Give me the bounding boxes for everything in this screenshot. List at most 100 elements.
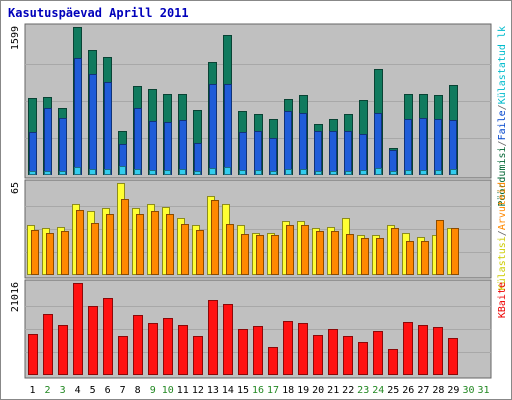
bar-arvuteid: [391, 228, 399, 275]
bar-k-lastatud-lk: [29, 171, 36, 175]
bar-arvuteid: [256, 235, 264, 275]
bar-kbaite: [283, 321, 293, 375]
bar-faile: [164, 122, 172, 175]
bar-kbaite: [403, 322, 413, 375]
bar-k-lastatud-lk: [44, 171, 51, 175]
x-tick-label: 22: [342, 385, 354, 396]
x-tick-label: 21: [327, 385, 339, 396]
x-tick-label: 6: [105, 385, 111, 396]
legend-label-part: Faile: [497, 110, 508, 140]
x-tick-label: 2: [44, 385, 50, 396]
bar-faile: [419, 118, 427, 175]
bar-faile: [134, 108, 142, 175]
bar-kbaite: [268, 347, 278, 375]
bar-arvuteid: [91, 223, 99, 275]
x-tick-label: 19: [297, 385, 309, 396]
bar-arvuteid: [121, 199, 129, 275]
bar-faile: [434, 119, 442, 175]
bar-kbaite: [298, 323, 308, 375]
bar-k-lastatud-lk: [89, 169, 96, 175]
x-tick-label: 25: [387, 385, 399, 396]
bar-arvuteid: [376, 238, 384, 275]
bar-k-lastatud-lk: [450, 169, 457, 175]
legend-label-part: Pöördumisi: [497, 146, 508, 206]
bar-k-lastatud-lk: [390, 171, 397, 175]
bar-kbaite: [223, 304, 233, 375]
bar-arvuteid: [361, 238, 369, 275]
bar-arvuteid: [301, 225, 309, 275]
bar-arvuteid: [211, 200, 219, 275]
x-tick-label: 29: [447, 385, 459, 396]
x-tick-label: 18: [282, 385, 294, 396]
bar-faile: [344, 131, 352, 175]
bar-k-lastatud-lk: [134, 169, 141, 175]
bar-arvuteid: [61, 231, 69, 275]
legend-label-part: Külastatud lk: [497, 26, 508, 104]
x-tick-label: 16: [252, 385, 264, 396]
bar-faile: [224, 84, 232, 175]
bar-k-lastatud-lk: [270, 171, 277, 175]
x-tick-label: 26: [402, 385, 414, 396]
x-tick-label: 17: [267, 385, 279, 396]
bar-kbaite: [343, 336, 353, 375]
bar-k-lastatud-lk: [224, 167, 231, 175]
bar-arvuteid: [316, 231, 324, 275]
x-tick-label: 14: [222, 385, 234, 396]
bar-kbaite: [88, 306, 98, 375]
bar-arvuteid: [271, 235, 279, 275]
bar-k-lastatud-lk: [330, 171, 337, 175]
bar-k-lastatud-lk: [194, 171, 201, 175]
series-legend-label: Pöördumisi/Faile/Külastatud lk: [497, 26, 508, 207]
bar-kbaite: [418, 325, 428, 375]
y-tick-label: 1599: [10, 26, 21, 50]
x-tick-label: 3: [60, 385, 66, 396]
bar-faile: [44, 108, 52, 175]
bar-k-lastatud-lk: [179, 169, 186, 175]
bar-faile: [59, 118, 67, 175]
bar-kbaite: [208, 300, 218, 375]
bar-k-lastatud-lk: [345, 171, 352, 175]
bar-kbaite: [28, 334, 38, 375]
bar-faile: [329, 131, 337, 175]
bar-k-lastatud-lk: [255, 170, 262, 175]
bar-k-lastatud-lk: [405, 170, 412, 175]
legend-label-part: /: [497, 230, 508, 236]
legend-label-part: KBaite: [497, 282, 508, 318]
bar-k-lastatud-lk: [300, 169, 307, 175]
bar-arvuteid: [31, 230, 39, 275]
bar-faile: [89, 74, 97, 175]
bar-k-lastatud-lk: [104, 169, 111, 175]
x-tick-label: 28: [432, 385, 444, 396]
bar-arvuteid: [421, 241, 429, 275]
bar-arvuteid: [136, 214, 144, 275]
x-tick-label: 10: [162, 385, 174, 396]
legend-label-part: Külastusi: [497, 236, 508, 290]
bar-faile: [209, 84, 217, 175]
bar-arvuteid: [76, 210, 84, 275]
bar-arvuteid: [241, 234, 249, 275]
bar-k-lastatud-lk: [149, 170, 156, 175]
x-tick-label: 13: [207, 385, 219, 396]
bar-kbaite: [178, 325, 188, 375]
bar-arvuteid: [331, 231, 339, 275]
x-tick-label: 11: [177, 385, 189, 396]
legend-label-part: Arvuteid: [497, 182, 508, 230]
x-tick-label: 24: [372, 385, 384, 396]
bar-arvuteid: [436, 220, 444, 275]
y-tick-label: 21016: [10, 282, 21, 312]
series-legend-label: KBaite: [497, 282, 508, 318]
bar-kbaite: [358, 342, 368, 375]
bar-kbaite: [148, 323, 158, 375]
bar-k-lastatud-lk: [285, 169, 292, 175]
legend-label-part: /: [497, 140, 508, 146]
x-tick-label: 5: [90, 385, 96, 396]
x-tick-label: 31: [477, 385, 489, 396]
bar-faile: [299, 113, 307, 175]
bar-faile: [269, 138, 277, 175]
bar-k-lastatud-lk: [74, 167, 81, 175]
bar-kbaite: [193, 336, 203, 375]
bar-k-lastatud-lk: [239, 170, 246, 175]
